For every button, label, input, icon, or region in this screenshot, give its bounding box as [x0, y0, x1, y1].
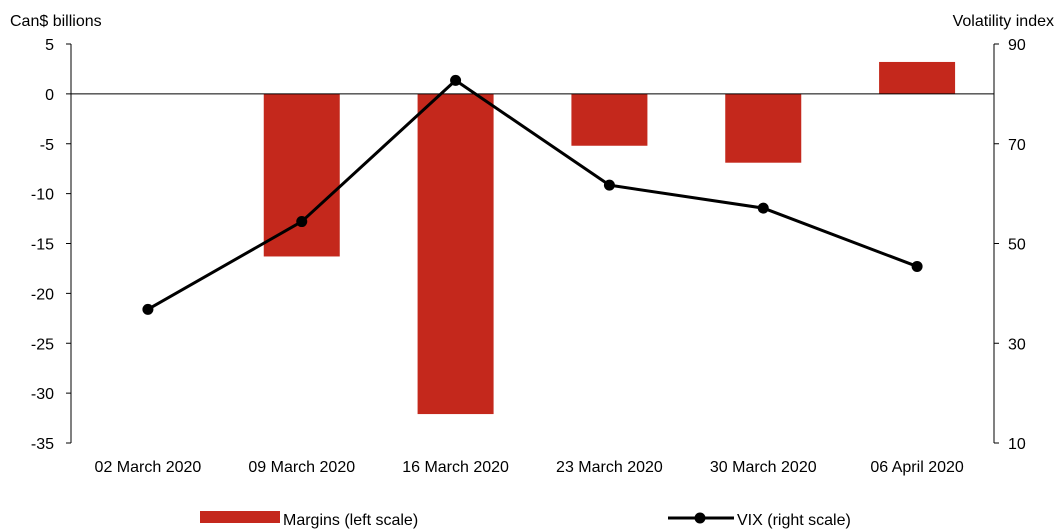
legend-label-vix: VIX (right scale): [737, 512, 851, 529]
category-label: 30 March 2020: [710, 459, 817, 476]
right-tick-label: 30: [1008, 336, 1026, 353]
vix-point: [296, 216, 308, 228]
legend-swatch-margins: [200, 511, 280, 523]
vix-series-line: [147, 78, 918, 311]
left-axis-title: Can$ billions: [10, 13, 102, 30]
vix-point: [142, 303, 154, 315]
right-axis-title: Volatility index: [952, 13, 1054, 30]
left-tick-label: 0: [45, 87, 54, 104]
legend: Margins (left scale) VIX (right scale): [200, 511, 851, 529]
vix-point: [603, 179, 615, 191]
left-tick-label: -25: [31, 336, 54, 353]
margins-bar: [879, 61, 956, 94]
right-tick-label: 90: [1008, 37, 1026, 54]
category-label: 02 March 2020: [95, 459, 202, 476]
right-tick-label: 10: [1008, 436, 1026, 453]
left-tick-label: -15: [31, 237, 54, 254]
vix-point: [757, 202, 769, 214]
category-label: 09 March 2020: [248, 459, 355, 476]
margins-bar: [417, 93, 494, 415]
vix-line: [142, 74, 923, 315]
margins-bar: [571, 93, 648, 146]
left-tick-label: -35: [31, 436, 54, 453]
vix-point: [911, 260, 923, 272]
category-label: 23 March 2020: [556, 459, 663, 476]
left-tick-label: -5: [40, 137, 54, 154]
vix-point: [450, 74, 462, 86]
legend-swatch-vix-marker: [694, 512, 706, 524]
left-tick-label: 5: [45, 37, 54, 54]
margins-bars: [263, 61, 956, 415]
category-label: 16 March 2020: [402, 459, 509, 476]
legend-label-margins: Margins (left scale): [283, 512, 418, 529]
right-tick-label: 50: [1008, 237, 1026, 254]
left-tick-label: -30: [31, 386, 54, 403]
left-tick-label: -10: [31, 187, 54, 204]
margins-bar: [263, 93, 340, 257]
right-tick-label: 70: [1008, 137, 1026, 154]
category-label: 06 April 2020: [870, 459, 964, 476]
margins-bar: [725, 93, 802, 163]
left-tick-label: -20: [31, 286, 54, 303]
